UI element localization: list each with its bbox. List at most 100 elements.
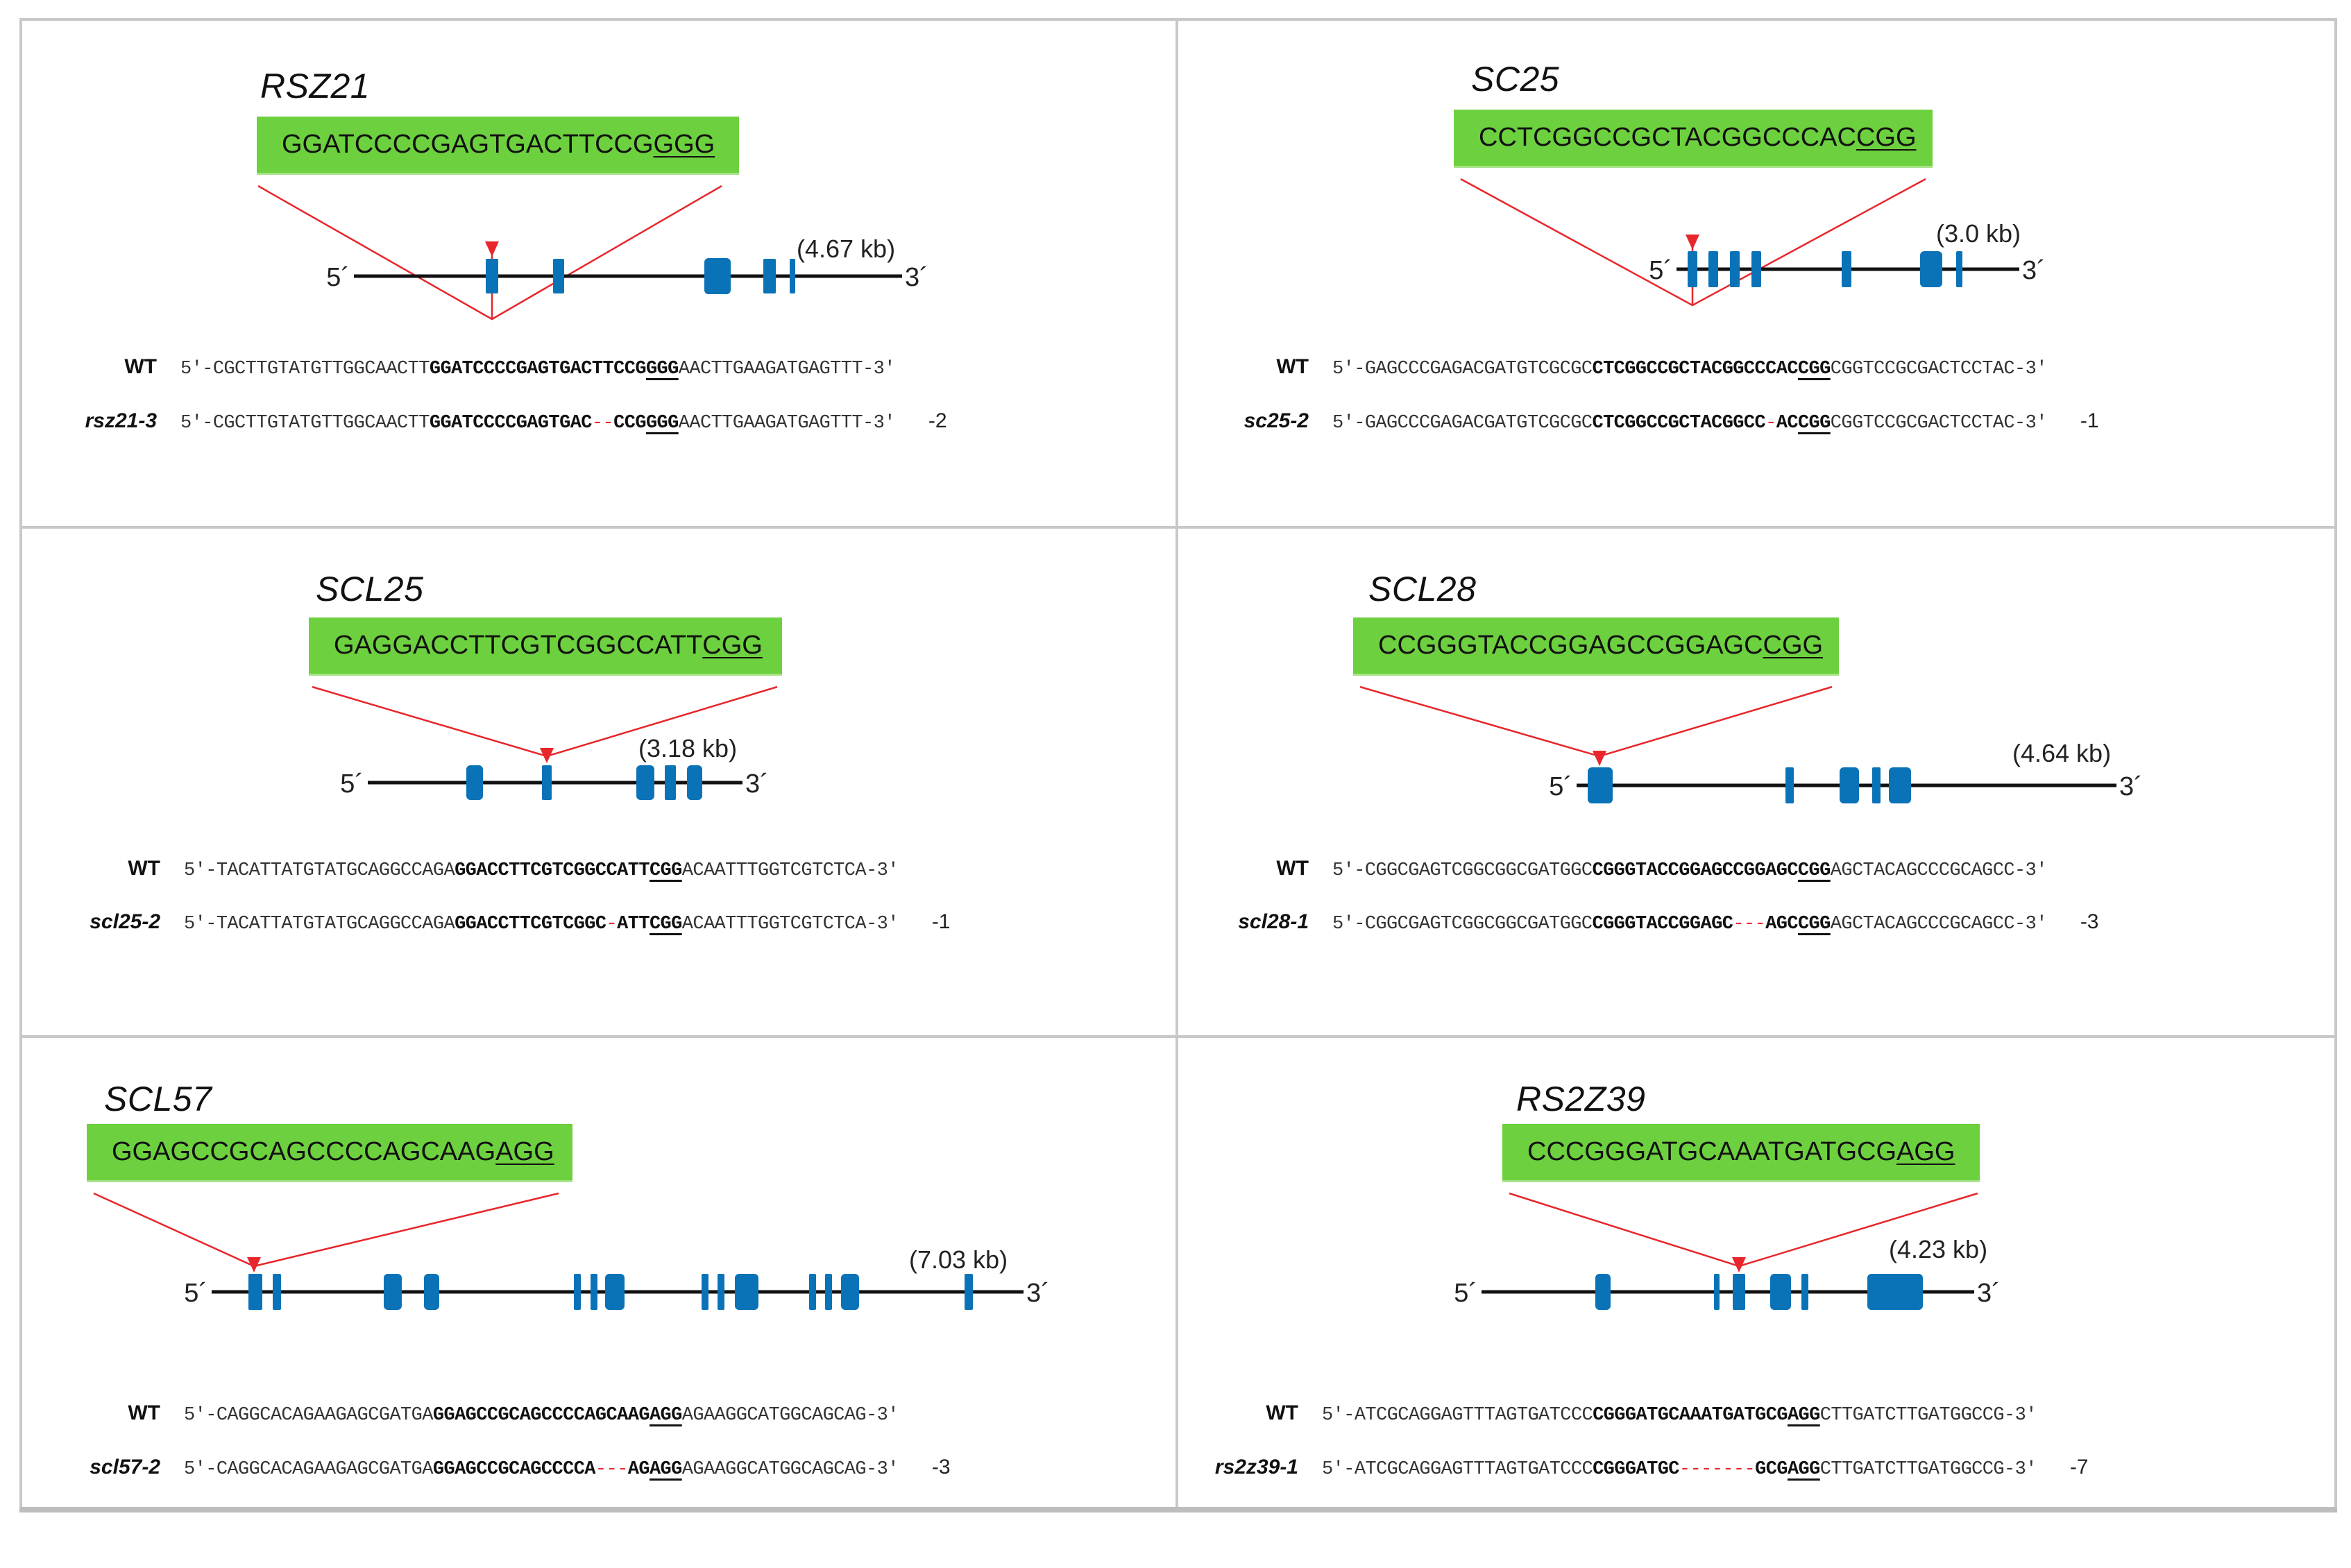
seq-flank-3: CGGTCCGCGACTCCTAC [1830,413,2015,434]
gene-size-label: (3.18 kb) [638,734,738,762]
seq-target-right: AGC [1765,914,1798,935]
seq-target: GGACCTTCGTCGGCCATT [455,860,650,881]
row-divider-1 [19,526,2337,529]
wt-sequence-row: WT 5′-TACATTATGTATGCAGGCCAGAGGACCTTCGTCGG… [73,857,899,881]
gene-size-label: (4.23 kb) [1889,1235,1988,1263]
seq-suffix: -3′ [863,359,895,380]
mutant-sequence: 5′-CAGGCACAGAAGAGCGATGAGGAGCCGCAGCCCCA--… [184,1459,899,1480]
seq-prefix: 5′- [1322,1405,1355,1426]
seq-flank-3: AACTTGAAGATGAGTTT [678,359,863,380]
sgrna-spacer: CCGGGTACCGGAGCCGGAGC [1378,631,1763,660]
seq-pam: AGG [1787,1405,1820,1426]
seq-suffix: -3′ [2014,914,2047,935]
gene-size-label: (4.64 kb) [2012,739,2112,767]
seq-pam: AGG [649,1405,682,1426]
mutant-label: rsz21-3 [85,409,157,432]
wt-sequence: 5′-ATCGCAGGAGTTTAGTGATCCCCGGGATGCAAATGAT… [1322,1405,2037,1426]
mutant-sequence-row: scl28-1 5′-CGGCGAGTCGGCGGCGATGGCCGGGTACCG… [1221,910,2098,935]
gene-name: RSZ21 [260,67,371,105]
row-divider-2 [19,1035,2337,1038]
mutant-sequence-row: sc25-2 5′-GAGCCCGAGACGATGTCGCGCCTCGGCCGCT… [1221,409,2099,434]
seq-prefix: 5′- [184,860,217,881]
seq-suffix: -3′ [866,860,899,881]
wt-label: WT [1266,1401,1298,1424]
seq-flank-3: ACAATTTGGTCGTCTCA [681,914,867,935]
pam-sequence: AGG [495,1137,554,1166]
seq-flank-5: ATCGCAGGAGTTTAGTGATCCC [1354,1405,1593,1426]
seq-pam: AGG [1787,1459,1820,1480]
seq-pam: CGG [649,860,682,881]
seq-flank-5: CGGCGAGTCGGCGGCGATGGC [1364,914,1593,935]
mutant-label: scl57-2 [90,1456,160,1478]
seq-pam: CGG [1797,359,1831,380]
mutant-sequence: 5′-CGCTTGTATGTTGGCAACTTGGATCCCCGAGTGAC--… [180,413,895,434]
seq-target-right: ATT [617,914,650,935]
wt-sequence-row: WT 5′-CAGGCACAGAAGAGCGATGAGGAGCCGCAGCCCCA… [73,1401,899,1426]
deletion-size: -1 [931,910,951,933]
seq-flank-3: AGCTACAGCCCGCAGCC [1830,914,2015,935]
deletion-size: -3 [931,1456,951,1478]
seq-target-left: GGAGCCGCAGCCCCA [432,1459,596,1480]
seq-prefix: 5′- [180,413,213,434]
pam-sequence: GGG [653,130,715,159]
gene-name: SCL28 [1368,570,1477,608]
seq-suffix: -3′ [866,1459,899,1480]
mutant-sequence: 5′-ATCGCAGGAGTTTAGTGATCCCCGGGATGC-------… [1322,1459,2037,1480]
pam-sequence: CGG [1856,123,1917,152]
seq-prefix: 5′- [1332,860,1365,881]
mutant-sequence-row: rs2z39-1 5′-ATCGCAGGAGTTTAGTGATCCCCGGGATG… [1211,1456,2089,1480]
seq-flank-5: TACATTATGTATGCAGGCCAGA [216,860,455,881]
seq-target: GGATCCCCGAGTGACTTCCG [429,359,647,380]
seq-target: CGGGTACCGGAGCCGGAGC [1592,860,1798,881]
seq-flank-5: GAGCCCGAGACGATGTCGCGC [1364,413,1593,434]
mutant-sequence: 5′-TACATTATGTATGCAGGCCAGAGGACCTTCGTCGGC-… [184,914,899,935]
deletion-marker: -- [591,413,614,434]
wt-label: WT [128,857,160,880]
deletion-size: -2 [928,409,947,432]
seq-target: CTCGGCCGCTACGGCCCAC [1592,359,1798,380]
mutant-label: rs2z39-1 [1214,1456,1298,1478]
seq-target-left: GGACCTTCGTCGGC [455,914,606,935]
gene-size-label: (4.67 kb) [797,235,896,263]
wt-label: WT [124,355,157,378]
deletion-marker: - [1765,413,1776,434]
sgrna-spacer: CCTCGGCCGCTACGGCCCAC [1479,123,1856,152]
mutant-sequence-row: scl57-2 5′-CAGGCACAGAAGAGCGATGAGGAGCCGCAG… [73,1456,951,1480]
seq-target-right: CCG [613,413,646,434]
seq-pam: CGG [1797,413,1831,434]
seq-flank-3: AGAAGGCATGGCAGCAG [681,1405,867,1426]
pam-sequence: CGG [1763,631,1824,660]
seq-suffix: -3′ [2014,359,2047,380]
column-divider [1176,18,1178,1510]
seq-prefix: 5′- [1322,1459,1355,1480]
seq-target: CGGGATGCAAATGATGCG [1593,1405,1788,1426]
seq-prefix: 5′- [184,1405,217,1426]
seq-flank-5: GAGCCCGAGACGATGTCGCGC [1364,359,1593,380]
seq-pam: CGG [1797,914,1831,935]
seq-pam: CGG [1797,860,1831,881]
frame-bottom-edge [19,1507,2337,1512]
sgrna-spacer: GGAGCCGCAGCCCCAGCAAG [112,1137,496,1166]
seq-flank-5: CGCTTGTATGTTGGCAACTT [212,413,430,434]
gene-size-label: (3.0 kb) [1936,219,2021,248]
sgrna-guide-box: GGAGCCGCAGCCCCAGCAAG AGG [87,1124,572,1182]
sgrna-guide-box: GGATCCCCGAGTGACTTCCG GGG [257,117,739,175]
seq-flank-3: ACAATTTGGTCGTCTCA [681,860,867,881]
sgrna-guide-box: CCTCGGCCGCTACGGCCCAC CGG [1454,110,1933,168]
seq-suffix: -3′ [2004,1459,2037,1480]
wt-label: WT [1276,355,1309,378]
seq-suffix: -3′ [863,413,895,434]
wt-sequence-row: WT 5′-CGCTTGTATGTTGGCAACTTGGATCCCCGAGTGAC… [69,355,895,380]
seq-target-left: CGGGATGC [1593,1459,1679,1480]
wt-sequence: 5′-CAGGCACAGAAGAGCGATGAGGAGCCGCAGCCCCAGC… [184,1405,899,1426]
seq-target-right: AC [1776,413,1799,434]
wt-label: WT [1276,857,1309,880]
seq-flank-3: AGCTACAGCCCGCAGCC [1830,860,2015,881]
mutant-sequence-row: rsz21-3 5′-CGCTTGTATGTTGGCAACTTGGATCCCCGA… [69,409,947,434]
seq-flank-5: CGGCGAGTCGGCGGCGATGGC [1364,860,1593,881]
seq-target-left: CGGGTACCGGAGC [1592,914,1733,935]
deletion-size: -1 [2080,409,2099,432]
seq-prefix: 5′- [1332,359,1365,380]
seq-prefix: 5′- [1332,413,1365,434]
seq-flank-5: TACATTATGTATGCAGGCCAGA [216,914,455,935]
